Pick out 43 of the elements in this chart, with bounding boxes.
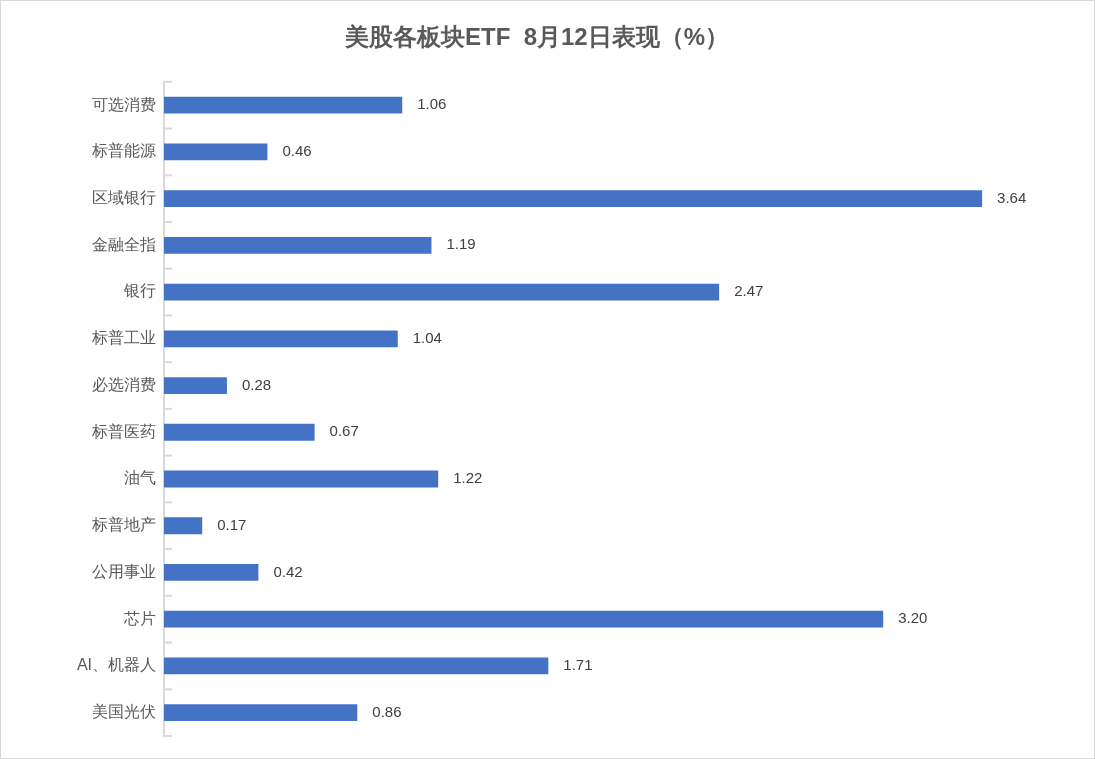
data-label: 0.46 bbox=[282, 142, 312, 160]
bar bbox=[164, 704, 358, 722]
bar bbox=[164, 283, 720, 301]
bar bbox=[164, 190, 983, 208]
bar bbox=[164, 377, 227, 394]
data-label: 1.22 bbox=[453, 469, 483, 487]
bar bbox=[164, 470, 439, 488]
y-tick-label: 银行 bbox=[123, 282, 156, 300]
bar bbox=[164, 236, 432, 254]
data-label: 0.42 bbox=[273, 562, 303, 580]
data-label: 0.67 bbox=[329, 422, 359, 440]
y-tick-label: 标普工业 bbox=[91, 329, 156, 347]
bar bbox=[164, 330, 398, 348]
data-label: 0.86 bbox=[372, 702, 402, 720]
y-tick-label: 标普能源 bbox=[91, 142, 156, 160]
data-label: 2.47 bbox=[734, 282, 764, 300]
data-label: 1.06 bbox=[417, 95, 447, 113]
data-label: 1.71 bbox=[563, 656, 593, 674]
data-label: 1.04 bbox=[412, 328, 442, 346]
bar bbox=[164, 423, 315, 441]
y-tick-label: 芯片 bbox=[123, 609, 156, 627]
y-tick-label: 金融全指 bbox=[92, 235, 156, 253]
y-tick-label: 公用事业 bbox=[92, 562, 156, 580]
y-tick-label: 区域银行 bbox=[92, 189, 156, 207]
bar bbox=[164, 96, 403, 114]
data-label: 0.17 bbox=[217, 515, 247, 533]
bar bbox=[164, 143, 268, 161]
data-label: 1.19 bbox=[446, 235, 476, 253]
y-tick-label: 标普地产 bbox=[91, 516, 156, 534]
bar bbox=[164, 610, 884, 628]
y-tick-label: 油气 bbox=[124, 469, 156, 487]
bar bbox=[164, 517, 203, 535]
data-label: 0.28 bbox=[241, 375, 272, 393]
data-label: 3.20 bbox=[898, 609, 928, 627]
y-tick-label: 标普医药 bbox=[91, 422, 156, 440]
y-tick-label: AI、机器人 bbox=[76, 656, 156, 674]
y-tick-label: 必选消费 bbox=[92, 375, 156, 393]
bar bbox=[164, 657, 549, 675]
chart-title: 美股各板块ETF 8月12日表现（%） bbox=[343, 23, 730, 51]
y-tick-label: 美国光伏 bbox=[92, 703, 156, 721]
y-tick-label: 可选消费 bbox=[92, 95, 156, 113]
data-label: 3.64 bbox=[997, 188, 1027, 206]
bar bbox=[164, 564, 259, 581]
